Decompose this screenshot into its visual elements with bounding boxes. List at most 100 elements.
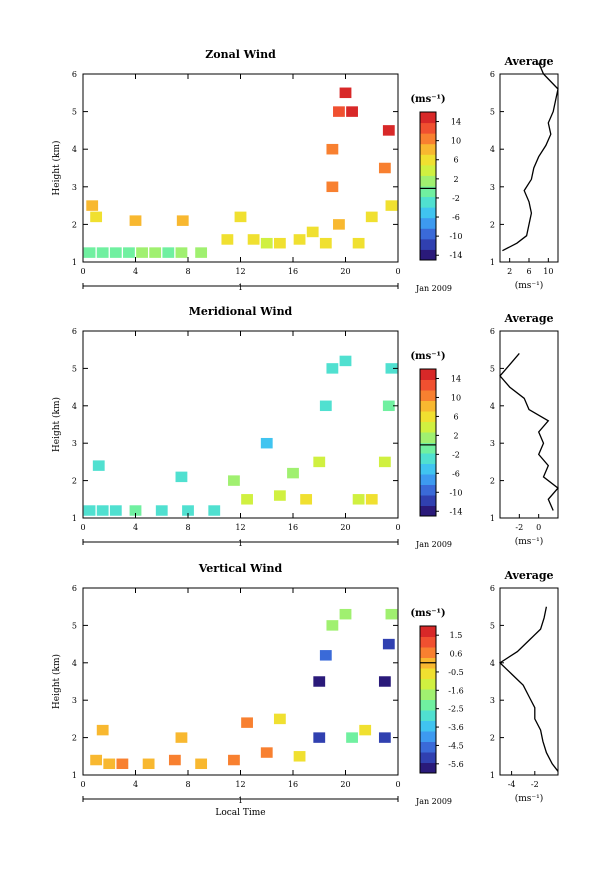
heatmap-cell <box>260 437 273 449</box>
date-axis-month: Jan 2009 <box>415 540 452 549</box>
heatmap-cell <box>260 747 273 758</box>
heatmap-cell <box>142 758 155 770</box>
date-axis-day: 1 <box>238 796 243 805</box>
x-tick-label: 12 <box>235 780 245 789</box>
profile-x-tick-label: 6 <box>526 267 531 276</box>
x-tick-label: 0 <box>395 523 400 532</box>
colorbar-tick-label: 14 <box>451 374 461 383</box>
heatmap-cell <box>382 400 395 412</box>
date-axis-month: Jan 2009 <box>415 284 452 293</box>
colorbar-unit: (ms⁻¹) <box>410 351 445 362</box>
heatmap-cell <box>385 200 398 211</box>
heatmap-cell <box>168 754 181 766</box>
plot-frame <box>82 73 399 263</box>
y-axis-label: Height (km) <box>51 654 62 709</box>
heatmap-cell <box>319 400 332 412</box>
heatmap-cell <box>90 211 103 223</box>
colorbar-segment <box>420 133 436 145</box>
heatmap-cell <box>234 211 247 223</box>
profile-y-tick-label: 1 <box>490 771 495 780</box>
colorbar-segment <box>420 626 436 637</box>
colorbar-segment <box>420 411 436 422</box>
profile-y-tick-label: 6 <box>490 327 495 336</box>
y-tick-label: 6 <box>72 327 77 336</box>
profile-y-tick-label: 5 <box>490 621 495 630</box>
colorbar-frame <box>419 368 437 517</box>
heatmap-cell <box>90 754 103 766</box>
date-axis-month: Jan 2009 <box>415 797 452 806</box>
heatmap-cell <box>109 247 122 258</box>
colorbar-unit: (ms⁻¹) <box>410 94 445 105</box>
heatmap-cell <box>96 247 109 258</box>
y-tick-label: 2 <box>72 734 77 743</box>
colorbar-segment <box>420 752 436 763</box>
colorbar-segment <box>420 186 436 198</box>
heatmap-cell <box>103 758 116 770</box>
colorbar-segment <box>420 484 436 496</box>
heatmap-cell <box>378 676 391 687</box>
heatmap-cell <box>346 106 358 117</box>
heatmap-cell <box>306 226 319 238</box>
heatmap-cell <box>86 200 99 211</box>
colorbar-segment <box>420 474 436 485</box>
heatmap-cell <box>83 247 96 258</box>
colorbar-tick-label: 14 <box>451 118 461 127</box>
profile-line <box>498 606 559 772</box>
profile-title: Average <box>503 55 553 68</box>
heatmap-cell <box>228 754 240 766</box>
heatmap-cell <box>175 471 188 483</box>
colorbar-segment <box>420 762 436 774</box>
y-tick-label: 3 <box>72 439 77 448</box>
heatmap-cell <box>333 106 345 117</box>
heatmap-cell <box>313 676 326 687</box>
heatmap-cell <box>293 751 306 762</box>
y-tick-label: 5 <box>72 621 77 630</box>
heatmap-cell <box>175 247 188 258</box>
heatmap-cell <box>155 505 168 516</box>
y-tick-label: 5 <box>72 108 77 117</box>
profile-x-tick-label: -4 <box>508 780 516 789</box>
colorbar-tick-label: -2 <box>452 450 460 459</box>
x-tick-label: 12 <box>235 523 245 532</box>
x-tick-label: 20 <box>340 267 350 276</box>
profile-x-tick-label: 2 <box>507 267 512 276</box>
date-axis-day: 1 <box>238 539 243 548</box>
colorbar-tick-label: 10 <box>451 137 461 146</box>
heatmap-cell <box>339 87 352 99</box>
panel-title-1: Meridional Wind <box>189 305 293 318</box>
profile-y-tick-label: 2 <box>490 220 495 229</box>
heatmap-cell <box>228 475 240 486</box>
colorbar-tick-label: -0.5 <box>448 668 463 677</box>
colorbar-segment <box>420 207 436 219</box>
colorbar-segment <box>420 228 436 240</box>
x-axis-label: Local Time <box>215 808 265 818</box>
profile-y-tick-label: 5 <box>490 108 495 117</box>
profile-y-tick-label: 1 <box>490 258 495 267</box>
profile-line <box>502 62 559 252</box>
profile-x-label: (ms⁻¹) <box>515 793 544 804</box>
colorbar-tick-label: -1.6 <box>448 686 463 695</box>
heatmap-cell <box>195 247 208 258</box>
colorbar-tick-label: -6 <box>452 213 460 222</box>
profile-y-tick-label: 4 <box>490 402 495 411</box>
colorbar-tick-label: -4.5 <box>448 741 463 750</box>
y-tick-label: 3 <box>72 183 77 192</box>
profile-frame <box>499 587 559 776</box>
heatmap-cell <box>96 505 109 516</box>
y-tick-label: 1 <box>72 514 77 523</box>
heatmap-cell <box>109 505 122 516</box>
y-tick-label: 5 <box>72 364 77 373</box>
colorbar-unit: (ms⁻¹) <box>410 608 445 619</box>
heatmap-cell <box>326 363 339 374</box>
profile-y-tick-label: 3 <box>490 439 495 448</box>
heatmap-cell <box>175 732 188 743</box>
profile-y-tick-label: 4 <box>490 659 495 668</box>
date-axis-day: 1 <box>238 283 243 292</box>
x-tick-label: 8 <box>185 523 190 532</box>
y-axis-label: Height (km) <box>51 140 62 195</box>
colorbar-segment <box>420 238 436 250</box>
profile-y-tick-label: 4 <box>490 145 495 154</box>
profile-y-tick-label: 3 <box>490 183 495 192</box>
profile-x-label: (ms⁻¹) <box>515 536 544 547</box>
